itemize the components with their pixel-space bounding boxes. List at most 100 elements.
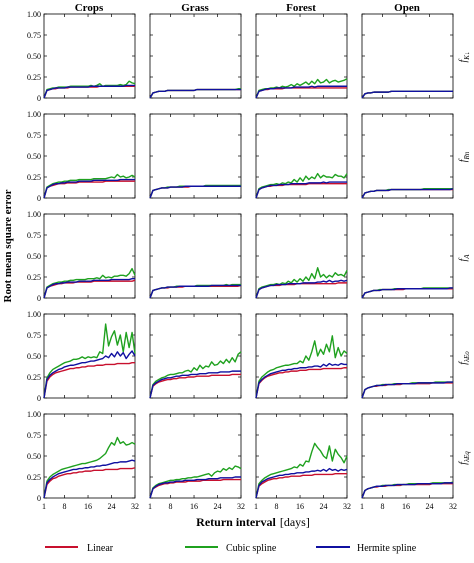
panel-frame [361,413,454,499]
series-line-cubic [255,78,348,99]
x-tick-label: 32 [131,502,139,511]
legend: Linear Cubic spline Hermite spline [45,543,417,554]
series-line-hermite [361,381,453,399]
series-line-hermite [43,178,135,199]
panel-frame [43,113,136,199]
series-line-cubic [255,172,348,199]
panel-crops-row2: 0 0.25 0.50 0.75 1.00 [27,110,136,203]
series-line-hermite [149,476,241,499]
series-line-hermite [255,279,348,299]
y-tick-label: 0.75 [27,31,41,40]
legend-label-linear: Linear [87,543,114,554]
y-tick-label: 0.75 [27,231,41,240]
panel-open-row4 [361,313,454,399]
panel-grass-row3 [149,213,242,299]
panel-open-row1 [361,13,454,99]
x-tick-label: 32 [343,502,351,511]
series-line-linear [255,472,347,499]
series-line-linear [149,373,241,399]
legend-label-cubic: Cubic spline [226,543,277,554]
series-line-cubic [149,465,242,499]
x-axis-label: Return interval [days] [196,515,310,529]
row-label-lambda-eo: fλEo [458,351,471,365]
row-label-rn: fRn [458,151,471,162]
legend-label-hermite: Hermite spline [357,543,417,554]
y-tick-label: 0 [37,394,41,403]
x-tick-label: 16 [190,502,198,511]
panel-open-row3 [361,213,454,299]
series-line-cubic [255,335,348,399]
panel-frame [361,13,454,99]
panel-frame [149,413,242,499]
series-line-hermite [149,370,241,399]
y-tick-label: 0 [37,494,41,503]
series-line-cubic [43,436,136,499]
y-tick-label: 0.75 [27,131,41,140]
panel-frame [255,313,348,399]
x-tick-label: 32 [449,502,457,511]
x-tick-label: 24 [426,502,434,511]
x-axis-label-main: Return interval [196,515,276,529]
series-line-hermite [255,85,347,99]
y-tick-label: 0.75 [27,431,41,440]
panel-grass-row1 [149,13,242,99]
y-tick-label: 1.00 [27,210,41,219]
row-label-a-main: f [458,258,469,262]
x-tick-label: 16 [296,502,304,511]
x-tick-label: 16 [84,502,92,511]
series-line-cubic [361,381,453,399]
panel-frame [43,213,136,299]
row-label-lambda-eo-main: f [458,361,469,365]
y-axis-label: Root mean square error [2,189,14,302]
series-line-hermite [361,90,453,99]
x-tick-label: 1 [148,502,152,511]
row-label-k-down-main: f [458,58,469,62]
y-tick-label: 0.25 [27,173,41,182]
panel-open-row2 [361,113,454,199]
x-tick-label: 32 [237,502,245,511]
x-tick-label: 24 [108,502,116,511]
series-line-hermite [43,277,135,299]
row-label-k-down-sub: K↓ [463,52,471,61]
x-tick-label: 8 [275,502,279,511]
x-tick-label: 1 [360,502,364,511]
panel-forest-row1 [255,13,348,99]
panel-crops-row3: 0 0.25 0.50 0.75 1.00 [27,210,136,303]
series-line-hermite [43,459,136,499]
series-line-hermite [255,467,348,499]
panel-frame [43,413,136,499]
panel-forest-row4 [255,313,348,399]
x-tick-label: 16 [402,502,410,511]
y-tick-label: 1.00 [27,310,41,319]
series-line-hermite [361,188,454,199]
panel-forest-row3 [255,213,348,299]
series-line-hermite [149,284,241,299]
row-label-k-down: fK↓ [458,52,471,63]
y-tick-label: 0.50 [27,152,41,161]
y-tick-label: 0 [37,94,41,103]
x-tick-label: 1 [42,502,46,511]
panel-frame [149,13,242,99]
series-line-cubic [43,80,136,99]
row-label-rn-main: f [458,158,469,162]
panels-grid: 00.250.500.751.0000.250.500.751.0000.250… [27,10,457,511]
series-line-hermite [43,350,136,399]
row-label-lambda-eq-sub: λEq [463,451,471,463]
series-line-linear [43,467,136,499]
panel-grass-row5: 1 8 16 24 32 [148,413,245,511]
column-title-grass: Grass [181,2,209,14]
panel-crops-row5: 0 0.25 0.50 0.75 1.00 1 8 16 24 32 [27,410,139,511]
x-tick-label: 8 [381,502,385,511]
y-tick-label: 0 [37,294,41,303]
series-line-hermite [43,84,135,99]
row-label-a-sub: A [463,254,471,260]
y-tick-label: 0.50 [27,252,41,261]
series-line-hermite [149,88,241,99]
series-line-hermite [361,482,453,499]
x-tick-label: 8 [169,502,173,511]
series-line-cubic [255,442,348,499]
y-tick-label: 0.25 [27,373,41,382]
series-line-hermite [361,287,453,299]
series-line-hermite [255,181,347,199]
column-title-crops: Crops [75,2,104,14]
